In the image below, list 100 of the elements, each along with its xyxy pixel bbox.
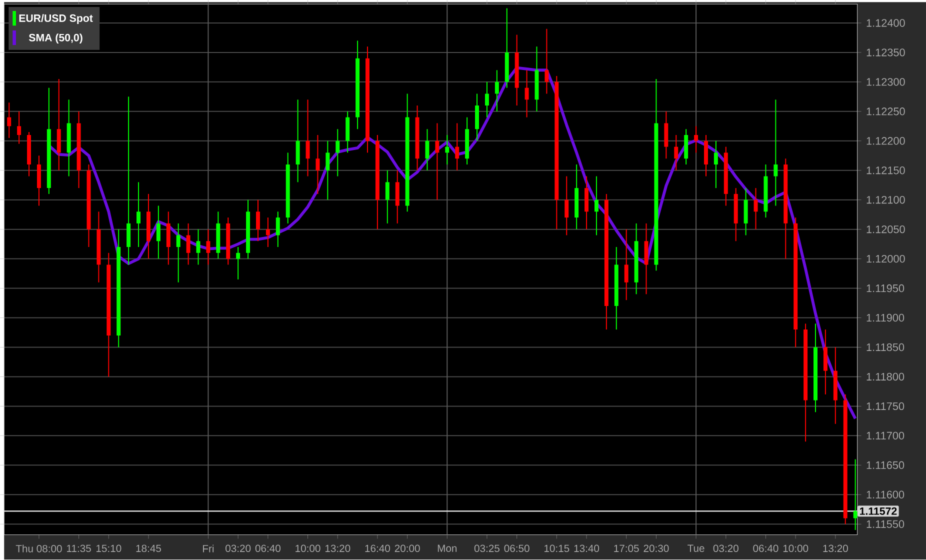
candlestick [544,28,549,94]
candlestick [684,128,688,166]
legend-label: EUR/USD Spot [19,14,93,24]
y-tick-label: 1.12000 [866,255,905,263]
candlestick [564,176,569,236]
x-tick-label: 20:00 [394,544,420,552]
candlestick [504,8,509,89]
candlestick [206,229,210,266]
candlestick [624,229,628,301]
candlestick [385,170,390,224]
candlestick [664,111,668,160]
y-tick-label: 1.11900 [866,314,904,322]
candlestick [176,223,180,284]
candlestick [794,217,798,348]
candlestick [326,140,330,201]
y-tick-label: 1.12150 [866,166,905,174]
candlestick [514,34,519,106]
candlestick [833,346,838,425]
candlestick [17,111,22,145]
y-tick-label: 1.12100 [866,196,905,204]
candlestick [276,211,280,248]
candlestick [644,223,648,295]
candlestick [674,134,678,172]
candlestick [465,116,470,166]
candlestick [296,99,300,183]
candlestick [126,96,131,266]
candlestick [186,223,190,266]
y-tick-label: 1.11700 [866,432,904,440]
candlestick [27,132,32,177]
candlestick [534,46,539,112]
candlestick [704,134,708,177]
y-tick-label: 1.12400 [866,19,905,28]
x-tick-label: 20:30 [644,544,669,552]
candlestick [366,46,370,154]
x-tick-label: 13:20 [325,544,350,552]
candlestick [106,252,111,378]
candlestick [843,394,848,525]
candlestick [266,217,270,248]
candlestick [604,194,608,330]
y-tick-label: 1.11550 [866,520,904,528]
candlestick [853,458,858,531]
candlestick [246,200,250,260]
candlestick [714,140,718,189]
x-tick-label: 10:15 [544,544,570,552]
y-tick-label: 1.11850 [866,344,904,352]
candlestick [754,188,758,230]
candlestick [286,152,290,224]
candlestick [654,78,658,272]
legend-label: SMA (50,0) [28,34,82,44]
x-tick-label: 16:40 [365,544,390,552]
candlestick [76,111,81,189]
y-tick-label: 1.12050 [866,226,905,234]
candlestick [744,188,748,236]
candlestick [96,211,101,284]
candlestick [614,246,618,330]
candlestick [146,194,150,260]
candlestick [445,134,450,166]
candlestick [634,223,638,295]
candlestick [236,246,240,280]
ref-line-label: 1.11572 [860,508,897,516]
candlestick [494,70,499,112]
candlestick [584,176,589,230]
y-tick-label: 1.11750 [866,402,904,410]
candlestick [823,329,828,396]
y-tick-label: 1.12300 [866,78,905,86]
x-tick-label: 03:20 [713,544,738,552]
y-tick-label: 1.11950 [866,284,904,292]
x-tick-label: 18:45 [136,544,161,552]
x-tick-label: 03:25 [474,544,500,552]
candlestick [734,188,738,242]
x-tick-label: 13:40 [574,544,600,552]
candlestick [7,102,12,139]
x-tick-label: 10:00 [296,544,320,552]
candlestick [116,229,121,348]
candlestick [36,155,41,206]
candlestick [256,200,260,242]
candlestick [724,146,728,206]
candlestick [435,122,440,201]
x-tick-label: Tue [688,544,704,552]
x-tick-label: 17:05 [614,544,639,552]
x-tick-label: 13:20 [823,544,848,552]
candlestick [46,88,51,195]
candlestick [415,105,420,172]
candlestick [694,126,698,154]
x-tick-label: 06:50 [504,544,530,552]
y-tick-label: 1.12200 [866,137,905,145]
candlestick [56,78,61,172]
y-tick-label: 1.11650 [866,461,904,470]
candlestick [375,134,380,230]
x-tick-label: 06:40 [255,544,280,552]
candlestick [784,158,788,260]
y-tick-label: 1.12350 [866,48,905,56]
candlestick [356,40,360,130]
y-tick-label: 1.12250 [866,108,905,116]
y-tick-label: 1.11800 [866,373,904,381]
candlestick [66,99,71,177]
candlestick [395,170,400,224]
candlestick [226,217,230,266]
candlestick [316,134,320,195]
x-tick-label: Fri [203,544,214,552]
